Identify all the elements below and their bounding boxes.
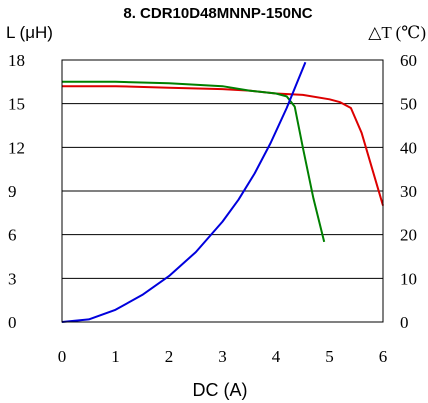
y-left-tick-label: 9	[8, 182, 17, 201]
x-tick-label: 3	[218, 347, 227, 366]
grid	[62, 59, 383, 323]
y-left-tick-label: 15	[8, 95, 25, 114]
y-left-tick-label: 18	[8, 51, 25, 70]
y-right-tick-label: 60	[400, 51, 417, 70]
x-tick-label: 1	[111, 347, 120, 366]
y-right-tick-label: 10	[400, 269, 417, 288]
x-tick-label: 5	[325, 347, 334, 366]
y-left-tick-label: 3	[8, 269, 17, 288]
x-tick-label: 0	[58, 347, 67, 366]
y-right-tick-label: 0	[400, 313, 409, 332]
series-line-0	[62, 85, 384, 206]
x-tick-label: 2	[165, 347, 174, 366]
series-layer	[61, 61, 384, 323]
series-line-1	[62, 80, 326, 243]
plot-frame	[61, 59, 384, 323]
series-line-2	[61, 61, 307, 323]
x-tick-label: 6	[379, 347, 388, 366]
y-right-tick-label: 30	[400, 182, 417, 201]
x-axis-label: DC (A)	[193, 380, 248, 400]
y-axis-left-label: L (μH)	[6, 23, 53, 42]
y-axis-right-label: △T (℃)	[368, 23, 426, 42]
y-right-tick-label: 20	[400, 226, 417, 245]
x-tick-label: 4	[272, 347, 281, 366]
y-left-tick-label: 12	[8, 138, 25, 157]
y-left-tick-label: 6	[8, 226, 17, 245]
chart-title: 8. CDR10D48MNNP-150NC	[123, 5, 312, 22]
y-right-tick-label: 50	[400, 95, 417, 114]
y-left-tick-label: 0	[8, 313, 17, 332]
y-right-tick-label: 40	[400, 138, 417, 157]
